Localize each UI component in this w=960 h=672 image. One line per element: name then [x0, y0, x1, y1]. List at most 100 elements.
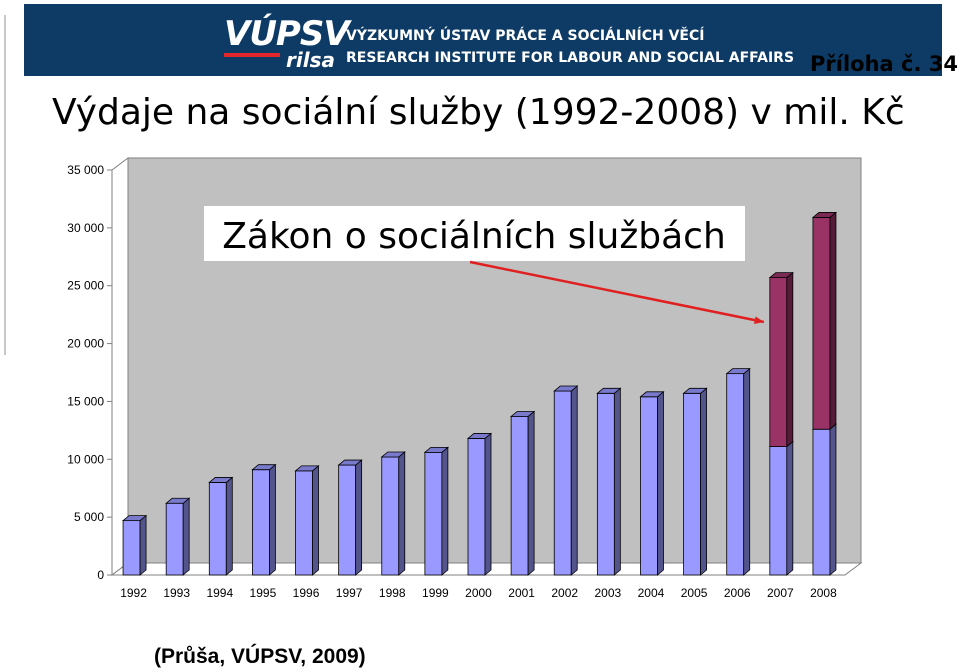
x-tick-label: 2007	[767, 586, 794, 600]
y-tick-label: 10 000	[67, 452, 104, 466]
bar-top	[165, 497, 191, 504]
bar	[768, 271, 794, 448]
bar-side	[570, 385, 578, 576]
bar	[811, 423, 838, 576]
bar-top	[725, 368, 751, 375]
bar-side	[657, 390, 664, 576]
bar-front	[683, 392, 701, 576]
bar-side	[225, 476, 233, 576]
bar-top	[294, 465, 320, 472]
x-tick-label: 1995	[250, 586, 277, 600]
bar-side	[786, 271, 794, 448]
bar-side	[484, 432, 492, 576]
bar	[510, 410, 536, 576]
bar-front	[424, 451, 443, 576]
bar	[553, 385, 579, 576]
annotation-arrow-head	[754, 316, 764, 324]
bar-front	[122, 520, 141, 576]
bar-side	[829, 211, 837, 431]
annotation-text: Zákon o sociálních službách	[222, 216, 726, 257]
bar-front	[467, 438, 486, 576]
bar-side	[269, 463, 276, 576]
x-tick-label: 2003	[595, 586, 622, 600]
y-tick-label: 35 000	[67, 163, 104, 177]
y-tick-label: 15 000	[67, 394, 104, 408]
bar	[337, 459, 363, 576]
bar-front	[165, 502, 184, 576]
y-tick-label: 5 000	[74, 510, 104, 524]
bar	[380, 451, 406, 576]
bar	[811, 211, 838, 431]
bar	[682, 387, 708, 576]
bar-side	[527, 410, 535, 576]
bar-front	[208, 482, 227, 576]
bar-side	[355, 459, 363, 576]
x-tick-label: 1998	[379, 586, 406, 600]
bar	[639, 390, 665, 576]
bar-side	[786, 440, 794, 576]
bar-front	[640, 396, 658, 576]
left-rule	[4, 15, 6, 355]
bar-top	[337, 459, 363, 466]
bar-top	[768, 272, 794, 279]
bar-side	[139, 514, 147, 576]
annotation-arrow	[469, 260, 765, 324]
x-tick-label: 2001	[508, 586, 535, 600]
bar-top	[510, 411, 536, 417]
x-tick-label: 1999	[422, 586, 449, 600]
bar-front	[295, 470, 313, 576]
bar-side	[182, 497, 190, 576]
y-tick-label: 25 000	[67, 279, 104, 293]
bar-top	[639, 391, 665, 398]
y-tick-label: 0	[97, 568, 104, 582]
institute-name-en: RESEARCH INSTITUTE FOR LABOUR AND SOCIAL…	[346, 50, 795, 66]
logo-underline	[224, 53, 280, 57]
x-tick-label: 2005	[681, 586, 708, 600]
bar-top	[682, 387, 708, 394]
bar-front	[726, 373, 745, 576]
bar-top	[380, 451, 406, 458]
x-tick-label: 2000	[465, 586, 492, 600]
bar-side	[829, 423, 837, 576]
bar-top	[251, 464, 277, 471]
x-tick-label: 2002	[551, 586, 578, 600]
bar-top	[811, 212, 838, 218]
x-tick-label: 1997	[336, 586, 363, 600]
bar	[294, 465, 320, 576]
bar	[165, 497, 191, 576]
source-citation: (Průša, VÚPSV, 2009)	[154, 645, 366, 668]
page-title: Výdaje na sociální služby (1992-2008) v …	[52, 92, 905, 133]
bar-top	[423, 446, 449, 453]
annotation-box	[204, 206, 745, 261]
bar-side	[743, 367, 751, 576]
bar-front	[769, 446, 788, 576]
y-tick-label: 30 000	[67, 221, 104, 235]
bar	[423, 446, 449, 576]
bar-side	[398, 451, 406, 576]
bar-front	[338, 464, 357, 576]
bar-side	[441, 446, 449, 576]
x-tick-label: 2006	[724, 586, 751, 600]
bar	[208, 476, 234, 576]
bar-front	[812, 217, 831, 430]
bar	[596, 387, 622, 576]
bar	[121, 514, 148, 576]
y-tick-label: 20 000	[67, 337, 104, 351]
bar-side	[700, 387, 707, 576]
bar	[725, 367, 751, 576]
bar-top	[208, 477, 234, 483]
bar	[251, 463, 277, 576]
x-tick-label: 1993	[163, 586, 190, 600]
bar-top	[553, 385, 579, 392]
bar-top	[596, 387, 622, 394]
bar-front	[812, 428, 831, 576]
x-tick-label: 1994	[206, 586, 233, 600]
bar-front	[769, 277, 788, 447]
logo-sub: rilsa	[286, 48, 335, 72]
x-tick-label: 2004	[638, 586, 665, 600]
bar-top	[466, 433, 493, 439]
bar-top	[121, 515, 148, 522]
bar-front	[381, 456, 400, 576]
bar-side	[312, 465, 319, 576]
